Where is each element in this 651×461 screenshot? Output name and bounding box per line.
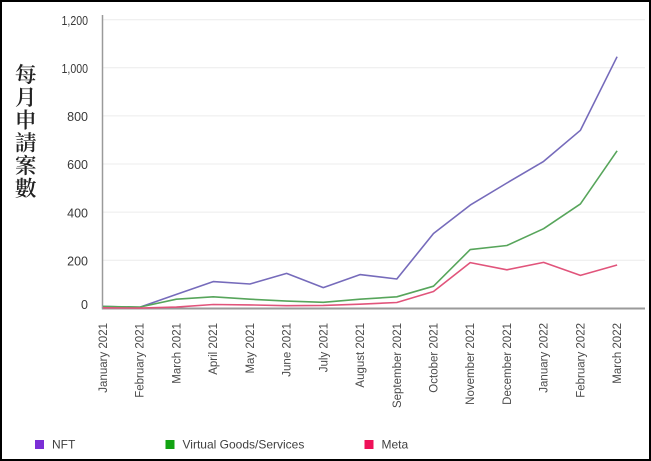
svg-text:1,000: 1,000	[62, 62, 89, 76]
svg-text:400: 400	[67, 206, 88, 220]
svg-text:1,200: 1,200	[62, 14, 89, 28]
svg-text:June 2021: June 2021	[282, 323, 294, 377]
svg-text:July 2021: July 2021	[318, 323, 330, 372]
svg-text:NFT: NFT	[52, 438, 76, 452]
svg-text:March 2021: March 2021	[171, 323, 183, 384]
svg-text:April 2021: April 2021	[208, 323, 220, 375]
svg-text:November 2021: November 2021	[465, 323, 477, 405]
svg-text:October 2021: October 2021	[429, 323, 441, 393]
svg-text:Virtual Goods/Services: Virtual Goods/Services	[183, 438, 305, 452]
svg-text:200: 200	[67, 254, 88, 268]
svg-text:January 2022: January 2022	[539, 323, 551, 393]
svg-text:January 2021: January 2021	[98, 323, 110, 393]
svg-text:0: 0	[81, 298, 88, 312]
svg-text:Meta: Meta	[382, 438, 409, 452]
svg-text:800: 800	[67, 110, 88, 124]
svg-text:600: 600	[67, 158, 88, 172]
svg-text:March 2022: March 2022	[612, 323, 624, 384]
svg-text:September 2021: September 2021	[392, 323, 404, 408]
svg-text:February 2022: February 2022	[575, 323, 587, 398]
svg-text:August 2021: August 2021	[355, 323, 367, 388]
svg-text:February 2021: February 2021	[135, 323, 147, 398]
svg-text:December 2021: December 2021	[502, 323, 514, 405]
svg-text:May 2021: May 2021	[245, 323, 257, 374]
